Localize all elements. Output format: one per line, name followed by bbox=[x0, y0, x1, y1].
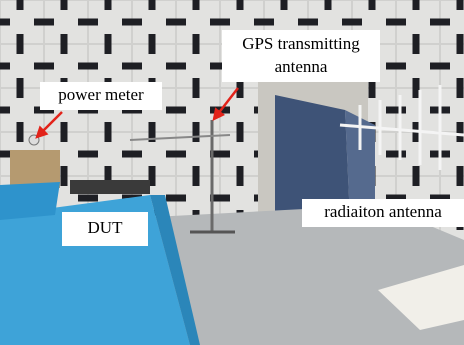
label-text: DUT bbox=[88, 218, 124, 237]
label-text: antenna bbox=[275, 57, 328, 76]
label-text: power meter bbox=[58, 85, 144, 104]
page: GPS transmitting antenna power meter DUT… bbox=[0, 0, 464, 345]
photo: GPS transmitting antenna power meter DUT… bbox=[0, 0, 464, 345]
label-text: GPS transmitting bbox=[242, 34, 360, 53]
label-text: radiaiton antenna bbox=[324, 202, 442, 221]
